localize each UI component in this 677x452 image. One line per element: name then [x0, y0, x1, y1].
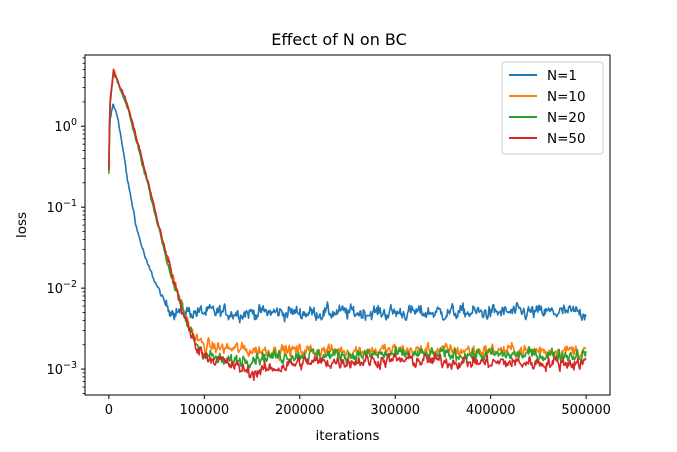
legend-label: N=1	[547, 68, 577, 84]
x-tick-label: 300000	[370, 403, 420, 418]
legend-label: N=50	[547, 131, 586, 147]
legend-label: N=20	[547, 110, 586, 126]
y-tick-exponent: −3	[63, 360, 77, 371]
series-line-n-50	[108, 68, 587, 381]
x-axis-label: iterations	[315, 428, 379, 444]
y-tick-label: 10−1	[46, 198, 77, 216]
y-tick-base: 10	[46, 282, 63, 297]
series-line-n-1	[108, 103, 587, 324]
chart-title: Effect of N on BC	[271, 30, 407, 49]
legend-box	[501, 61, 604, 155]
y-tick-label: 10−3	[46, 360, 77, 378]
y-tick-base: 10	[46, 201, 63, 216]
x-tick-label: 200000	[275, 403, 325, 418]
x-tick-label: 0	[105, 403, 113, 418]
y-tick-exponent: 0	[71, 117, 77, 128]
y-axis-label: loss	[14, 212, 30, 238]
y-tick-base: 10	[54, 120, 71, 135]
y-tick-label: 100	[54, 117, 77, 135]
y-tick-exponent: −1	[63, 198, 77, 209]
x-tick-label: 500000	[561, 403, 611, 418]
legend: N=1 N=10 N=20 N=50	[501, 61, 604, 155]
legend-label: N=10	[547, 89, 586, 105]
y-tick-label: 10−2	[46, 279, 77, 297]
y-tick-exponent: −2	[63, 279, 77, 290]
y-tick-base: 10	[46, 363, 63, 378]
x-tick-label: 400000	[466, 403, 516, 418]
x-tick-label: 100000	[179, 403, 229, 418]
plot-series	[108, 68, 587, 381]
x-axis: 0 100000 200000 300000 400000 500000	[105, 395, 611, 418]
